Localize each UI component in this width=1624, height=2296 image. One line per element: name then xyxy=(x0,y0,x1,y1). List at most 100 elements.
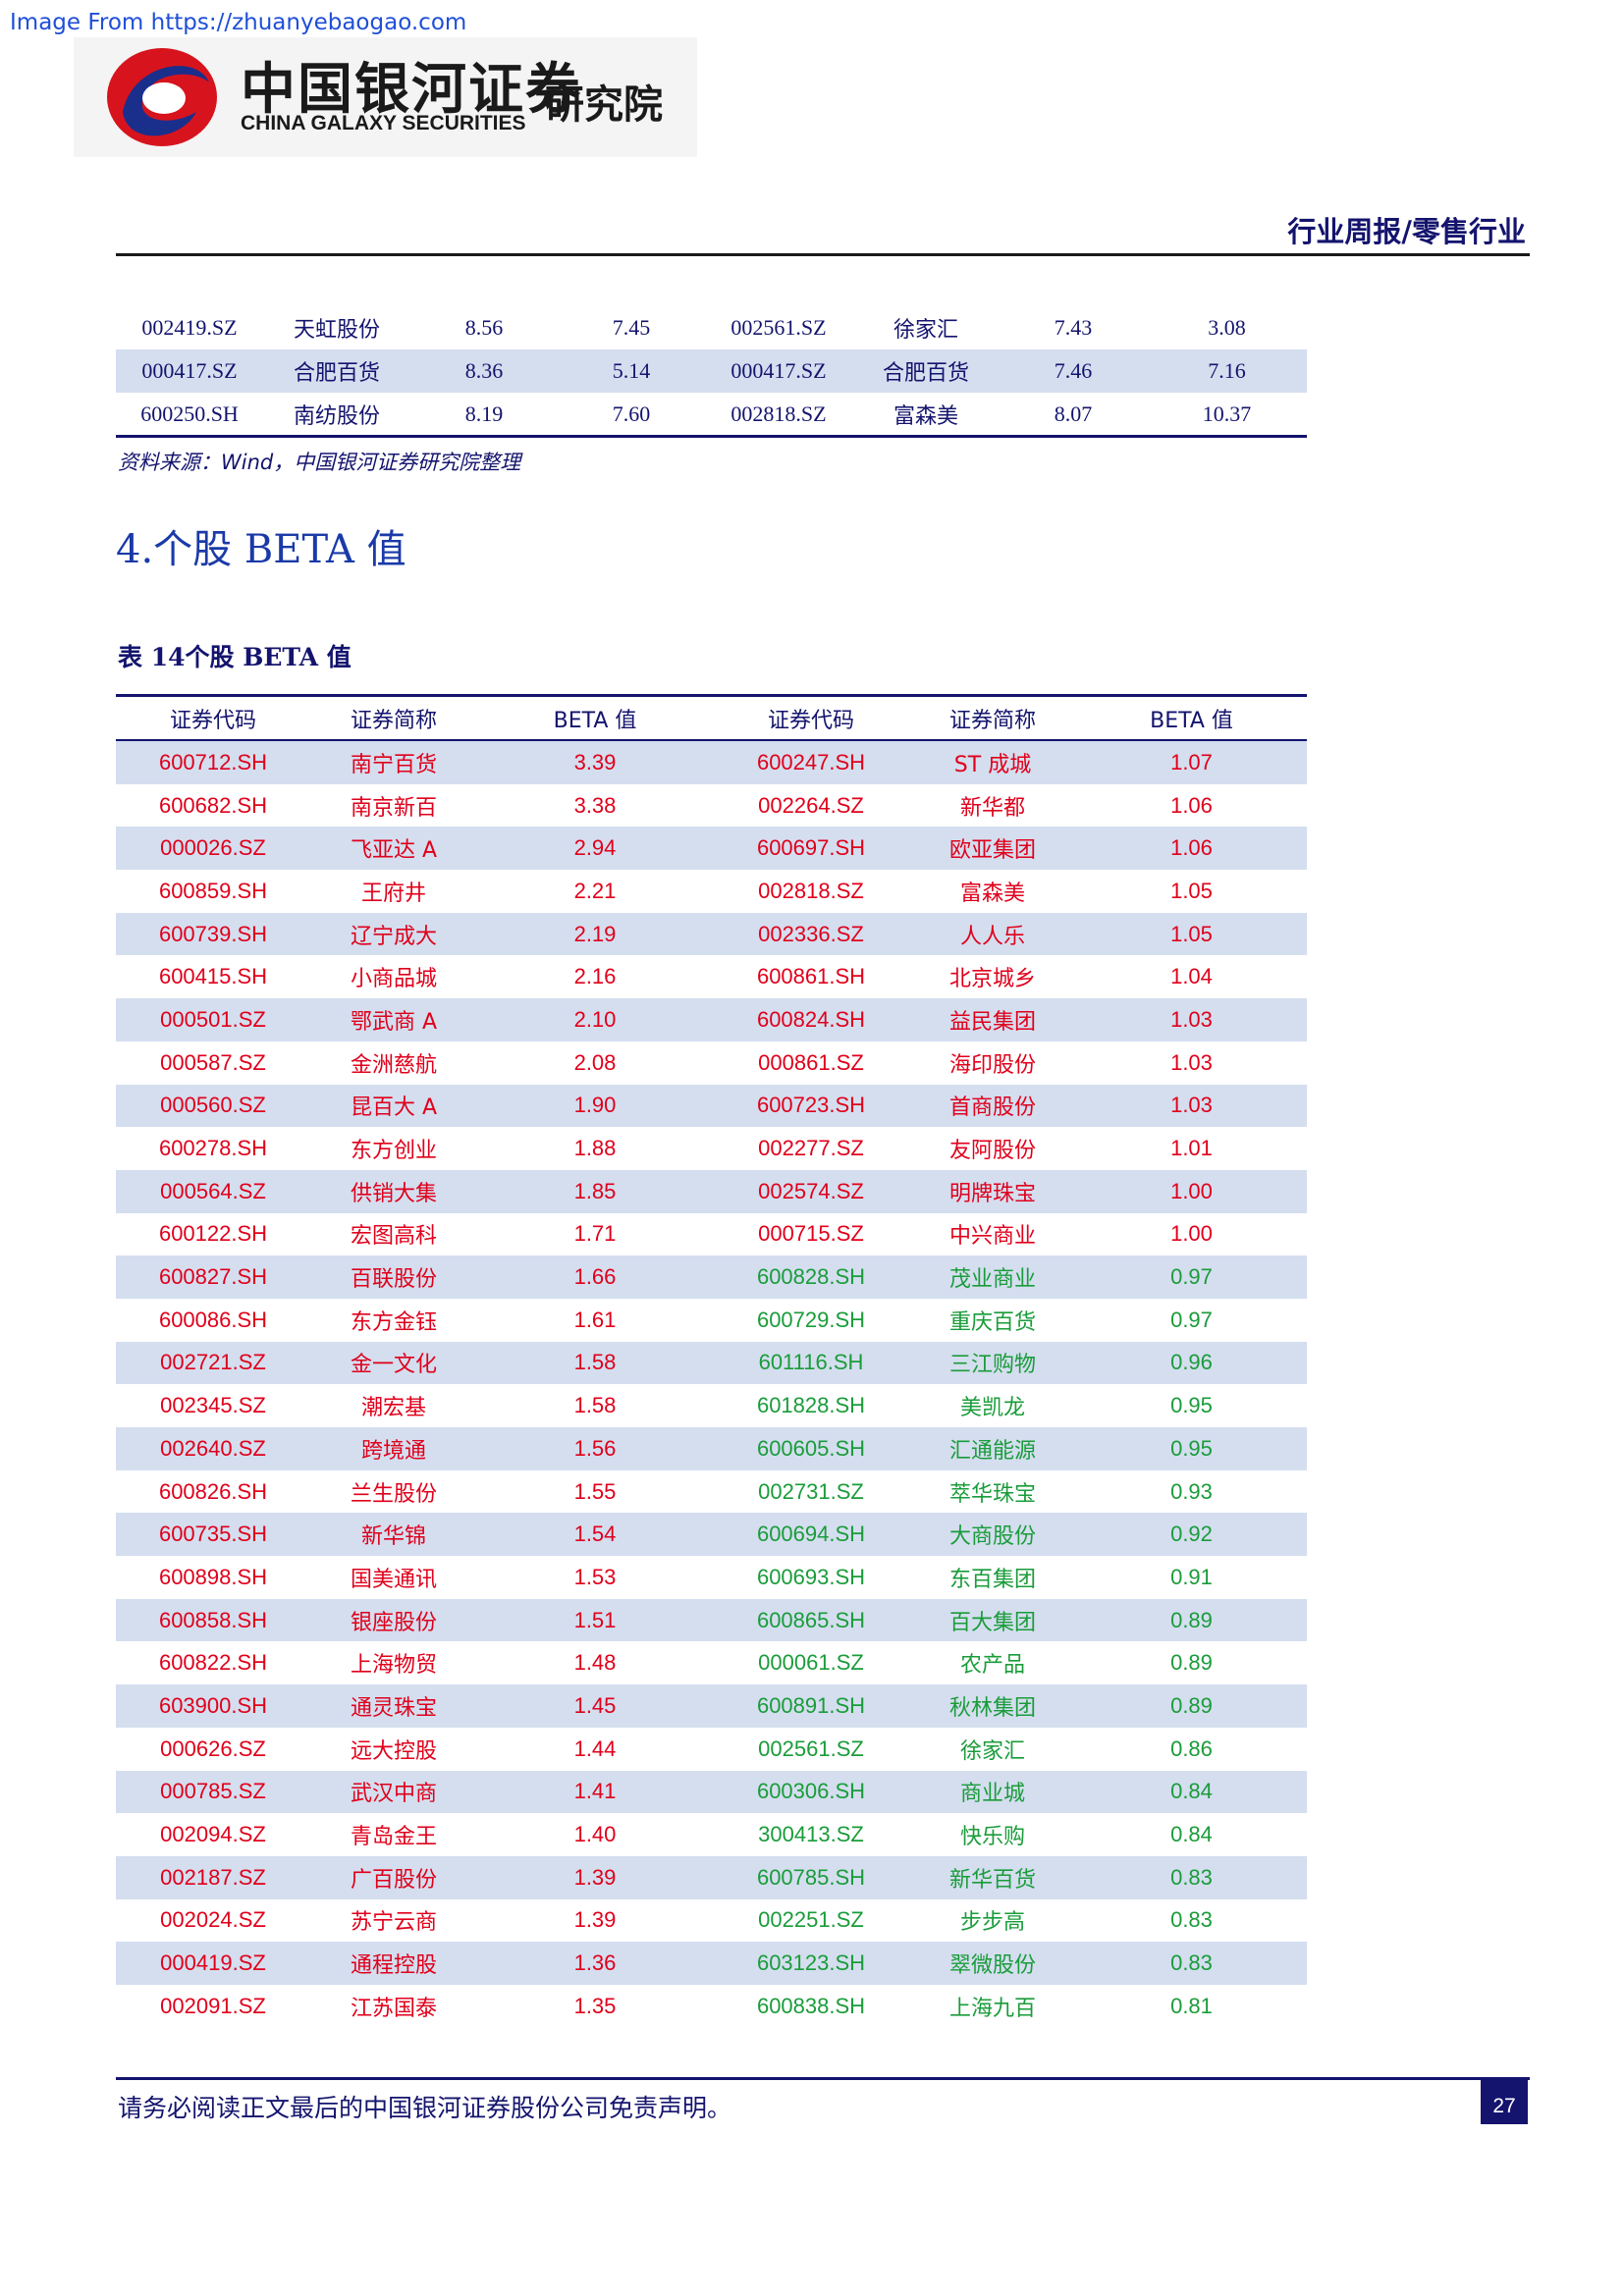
table-cell: 茂业商业 xyxy=(909,1255,1076,1299)
table-cell: 农产品 xyxy=(959,1653,1025,1679)
table-cell: 600861.SH xyxy=(756,964,866,989)
table-cell: 0.84 xyxy=(1170,1822,1213,1847)
table-cell: 东百集团 xyxy=(948,1567,1036,1592)
table-cell: 南京新百 xyxy=(350,795,437,821)
table-row: 002091.SZ 江苏国泰 1.35 600838.SH 上海九百 0.81 xyxy=(116,1985,1307,2028)
table-cell: 鄂武商 A xyxy=(310,998,477,1041)
watermark-text: Image From https://zhuanyebaogao.com xyxy=(10,10,467,35)
table-row: 002640.SZ 跨境通 1.56 600605.SH 汇通能源 0.95 xyxy=(116,1427,1307,1470)
table-cell: 徐家汇 xyxy=(959,1738,1025,1764)
table-row: 002024.SZ 苏宁云商 1.39 002251.SZ 步步高 0.83 xyxy=(116,1899,1307,1943)
page-number: 27 xyxy=(1481,2079,1528,2124)
table-cell: 天虹股份 xyxy=(293,318,380,343)
footer-divider xyxy=(116,2077,1530,2080)
table-cell: 600605.SH xyxy=(713,1427,909,1470)
table-cell: 潮宏基 xyxy=(360,1396,426,1421)
table-cell: 江苏国泰 xyxy=(350,1996,437,2021)
table-cell: 通灵珠宝 xyxy=(310,1684,477,1728)
table-cell: 1.90 xyxy=(477,1084,713,1128)
table-cell: 600838.SH xyxy=(756,1993,866,2018)
table-cell: 1.53 xyxy=(573,1564,617,1589)
table-cell: 大商股份 xyxy=(909,1513,1076,1557)
beta-table: 证券代码 证券简称 BETA 值证券代码 证券简称 BETA 值 600712.SH 南宁… xyxy=(116,697,1307,2028)
table-cell: 友阿股份 xyxy=(948,1139,1036,1164)
table-cell: 300413.SZ xyxy=(758,1822,864,1847)
table-cell: 1.45 xyxy=(477,1684,713,1728)
table-cell: 600086.SH xyxy=(158,1307,268,1332)
column-header: BETA 值 xyxy=(1076,697,1307,741)
table-cell: 1.56 xyxy=(477,1427,713,1470)
table-cell: 1.55 xyxy=(573,1478,617,1504)
table-cell: 0.86 xyxy=(1170,1735,1213,1761)
table-cell: 0.92 xyxy=(1076,1513,1307,1557)
table-cell: 600865.SH xyxy=(713,1598,909,1642)
table-cell: 600729.SH xyxy=(756,1307,866,1332)
table-cell: 601828.SH xyxy=(756,1393,866,1418)
table-cell: 3.08 xyxy=(1208,315,1246,340)
table-cell: 徐家汇 xyxy=(893,318,958,343)
table-cell: 002251.SZ xyxy=(758,1907,864,1933)
table-row: 600739.SH 辽宁成大 2.19 002336.SZ 人人乐 1.05 xyxy=(116,912,1307,956)
table-cell: 002345.SZ xyxy=(160,1393,266,1418)
table-cell: 1.88 xyxy=(573,1136,617,1161)
table-cell: 1.36 xyxy=(477,1942,713,1985)
table-cell: 7.45 xyxy=(612,315,651,340)
table-cell: 002721.SZ xyxy=(116,1341,310,1385)
table-cell: 002277.SZ xyxy=(758,1136,864,1161)
table-cell: 000626.SZ xyxy=(160,1735,266,1761)
table-cell: 百大集团 xyxy=(909,1598,1076,1642)
table-row: 000419.SZ 通程控股 1.36 603123.SH 翠微股份 0.83 xyxy=(116,1942,1307,1985)
table-cell: 宏图高科 xyxy=(350,1224,437,1250)
table-cell: 南纺股份 xyxy=(293,404,380,429)
table-cell: 002561.SZ xyxy=(758,1735,864,1761)
table-row: 000417.SZ 合肥百货 8.36 5.14 000417.SZ 合肥百货 7.46 7.… xyxy=(116,349,1307,393)
table-cell: 1.48 xyxy=(573,1650,617,1676)
table-cell: 002264.SZ xyxy=(758,792,864,818)
table-cell: 002574.SZ xyxy=(713,1169,909,1213)
table-cell: 002818.SZ xyxy=(758,878,864,903)
table-cell: 1.39 xyxy=(573,1907,617,1933)
table-row: 000785.SZ 武汉中商 1.41 600306.SH 商业城 0.84 xyxy=(116,1770,1307,1814)
table-cell: 2.19 xyxy=(477,912,713,956)
table-row: 002094.SZ 青岛金王 1.40 300413.SZ 快乐购 0.84 xyxy=(116,1813,1307,1856)
table-cell: 兰生股份 xyxy=(350,1481,437,1507)
table-cell: 7.16 xyxy=(1147,349,1307,393)
table-cell: 快乐购 xyxy=(959,1825,1025,1850)
table-row: 002345.SZ 潮宏基 1.58 601828.SH 美凯龙 0.95 xyxy=(116,1384,1307,1427)
table-row: 600712.SH 南宁百货 3.39 600247.SH ST 成城 1.07 xyxy=(116,740,1307,784)
table-row: 000626.SZ 远大控股 1.44 002561.SZ 徐家汇 0.86 xyxy=(116,1728,1307,1771)
table-cell: 广百股份 xyxy=(310,1855,477,1899)
table-cell: 1.40 xyxy=(573,1822,617,1847)
table-cell: 合肥百货 xyxy=(852,349,1000,393)
table-cell: 1.03 xyxy=(1170,1049,1213,1075)
table-cell: 600739.SH xyxy=(116,912,310,956)
table-cell: 国美通讯 xyxy=(350,1567,437,1592)
table-cell: 1.04 xyxy=(1170,964,1213,989)
table-cell: 8.36 xyxy=(410,349,558,393)
table-cell: 王府井 xyxy=(360,881,426,906)
table-row: 600122.SH 宏图高科 1.71 000715.SZ 中兴商业 1.00 xyxy=(116,1213,1307,1256)
footer-disclaimer: 请务必阅读正文最后的中国银河证券股份公司免责声明。 xyxy=(118,2094,732,2122)
table-cell: 8.56 xyxy=(464,315,504,340)
table-cell: 0.89 xyxy=(1076,1684,1307,1728)
table-cell: 600824.SH xyxy=(713,998,909,1041)
table-cell: 000560.SZ xyxy=(116,1084,310,1128)
table-cell: 汇通能源 xyxy=(909,1427,1076,1470)
table-row: 600898.SH 国美通讯 1.53 600693.SH 东百集团 0.91 xyxy=(116,1556,1307,1599)
table-cell: 000417.SZ xyxy=(116,349,263,393)
table-cell: 600828.SH xyxy=(713,1255,909,1299)
table-cell: 青岛金王 xyxy=(350,1825,437,1850)
table-cell: 美凯龙 xyxy=(959,1396,1025,1421)
table-cell: 中兴商业 xyxy=(948,1224,1036,1250)
table-cell: 远大控股 xyxy=(350,1738,437,1764)
previous-table: 002419.SZ 天虹股份 8.56 7.45 002561.SZ 徐家汇 7.43 3.0… xyxy=(116,306,1307,436)
table-cell: 1.39 xyxy=(477,1855,713,1899)
table-cell: 603900.SH xyxy=(116,1684,310,1728)
table-cell: 东方金钰 xyxy=(350,1309,437,1335)
table-cell: 000785.SZ xyxy=(116,1770,310,1814)
table-cell: 商业城 xyxy=(909,1770,1076,1814)
table-cell: 000501.SZ xyxy=(116,998,310,1041)
table-cell: 明牌珠宝 xyxy=(909,1169,1076,1213)
table-cell: 通程控股 xyxy=(310,1942,477,1985)
table-top-rule xyxy=(116,694,1307,697)
